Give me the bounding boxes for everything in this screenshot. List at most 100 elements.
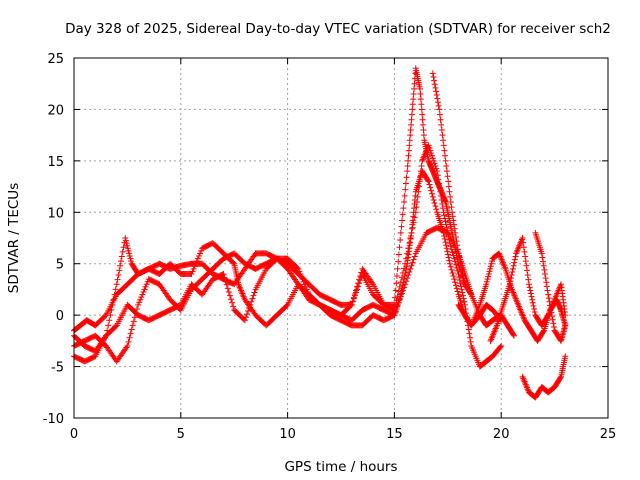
data-point <box>508 272 515 279</box>
data-point <box>432 84 439 91</box>
data-point <box>420 132 427 139</box>
data-point <box>125 338 132 345</box>
data-point <box>409 224 416 231</box>
data-point <box>244 311 251 318</box>
data-point <box>101 313 108 320</box>
data-point <box>448 204 455 211</box>
data-point <box>128 326 135 333</box>
data-point <box>219 271 226 278</box>
data-point <box>543 283 550 290</box>
y-axis-label: SDTVAR / TECUs <box>6 183 22 293</box>
data-point <box>420 127 427 133</box>
data-point <box>430 74 437 81</box>
data-point <box>283 302 290 309</box>
data-point <box>428 152 435 159</box>
data-point <box>395 288 402 295</box>
data-point <box>465 326 472 333</box>
y-tick-label: -10 <box>43 412 64 427</box>
data-point <box>123 240 130 247</box>
data-point <box>393 297 400 304</box>
data-point <box>248 298 255 305</box>
data-point <box>221 274 228 281</box>
data-point <box>562 322 569 329</box>
data-point <box>450 273 457 280</box>
data-point <box>118 253 125 260</box>
data-point <box>428 150 435 157</box>
data-point <box>525 276 532 283</box>
y-tick-label: 0 <box>56 309 64 324</box>
data-point <box>139 291 146 298</box>
data-point <box>448 246 455 253</box>
data-point <box>445 178 452 185</box>
data-point <box>457 280 464 287</box>
data-point <box>129 322 136 329</box>
data-point <box>526 284 533 291</box>
data-point <box>458 283 465 290</box>
data-point <box>445 233 452 240</box>
data-point <box>402 281 409 288</box>
data-point <box>411 85 418 92</box>
data-point <box>458 286 465 293</box>
data-point <box>135 301 142 308</box>
data-point <box>483 281 490 288</box>
data-point <box>524 267 531 274</box>
data-point <box>126 334 133 341</box>
data-point <box>452 229 459 236</box>
data-point <box>404 250 411 257</box>
data-point <box>453 238 460 245</box>
data-point <box>438 121 445 128</box>
data-point <box>417 168 424 175</box>
data-point <box>439 205 446 212</box>
data-point <box>461 301 468 308</box>
data-point <box>450 217 457 224</box>
data-point <box>446 240 453 247</box>
data-point <box>487 265 494 272</box>
chart-title: Day 328 of 2025, Sidereal Day-to-day VTE… <box>65 21 611 37</box>
data-point <box>509 268 516 275</box>
data-point <box>459 272 466 279</box>
data-point <box>485 271 492 277</box>
data-point <box>391 301 398 308</box>
data-point <box>435 176 442 183</box>
data-point <box>438 127 445 133</box>
data-point <box>440 137 447 144</box>
data-point <box>396 283 403 290</box>
data-point <box>522 258 529 265</box>
data-point <box>407 127 414 133</box>
data-point <box>441 147 448 154</box>
data-point <box>453 285 460 292</box>
data-point <box>433 92 440 99</box>
data-point <box>441 236 448 243</box>
data-point <box>485 273 492 280</box>
data-point <box>415 188 422 195</box>
plot-frame <box>73 57 609 419</box>
data-point <box>352 289 359 296</box>
data-point <box>392 287 399 294</box>
data-point <box>295 265 302 272</box>
data-point <box>506 281 513 288</box>
data-point <box>440 209 447 216</box>
x-tick-label: 25 <box>600 427 617 442</box>
data-point <box>525 281 532 288</box>
data-point <box>299 276 306 283</box>
data-point <box>399 269 406 276</box>
data-point <box>401 199 408 205</box>
x-tick-label: 20 <box>493 427 510 442</box>
data-point <box>434 95 441 102</box>
data-point <box>527 287 534 294</box>
data-point <box>466 330 473 337</box>
data-point <box>441 212 448 219</box>
data-point <box>442 152 449 159</box>
data-point <box>426 145 433 151</box>
data-point <box>249 295 256 302</box>
data-point <box>251 289 258 296</box>
data-point <box>452 261 459 268</box>
data-point <box>436 111 443 118</box>
data-point <box>119 248 126 255</box>
data-point <box>451 225 458 232</box>
data-point <box>404 168 411 175</box>
data-point <box>459 289 466 296</box>
data-point <box>446 260 453 267</box>
data-point <box>457 259 464 266</box>
data-points <box>71 65 569 401</box>
